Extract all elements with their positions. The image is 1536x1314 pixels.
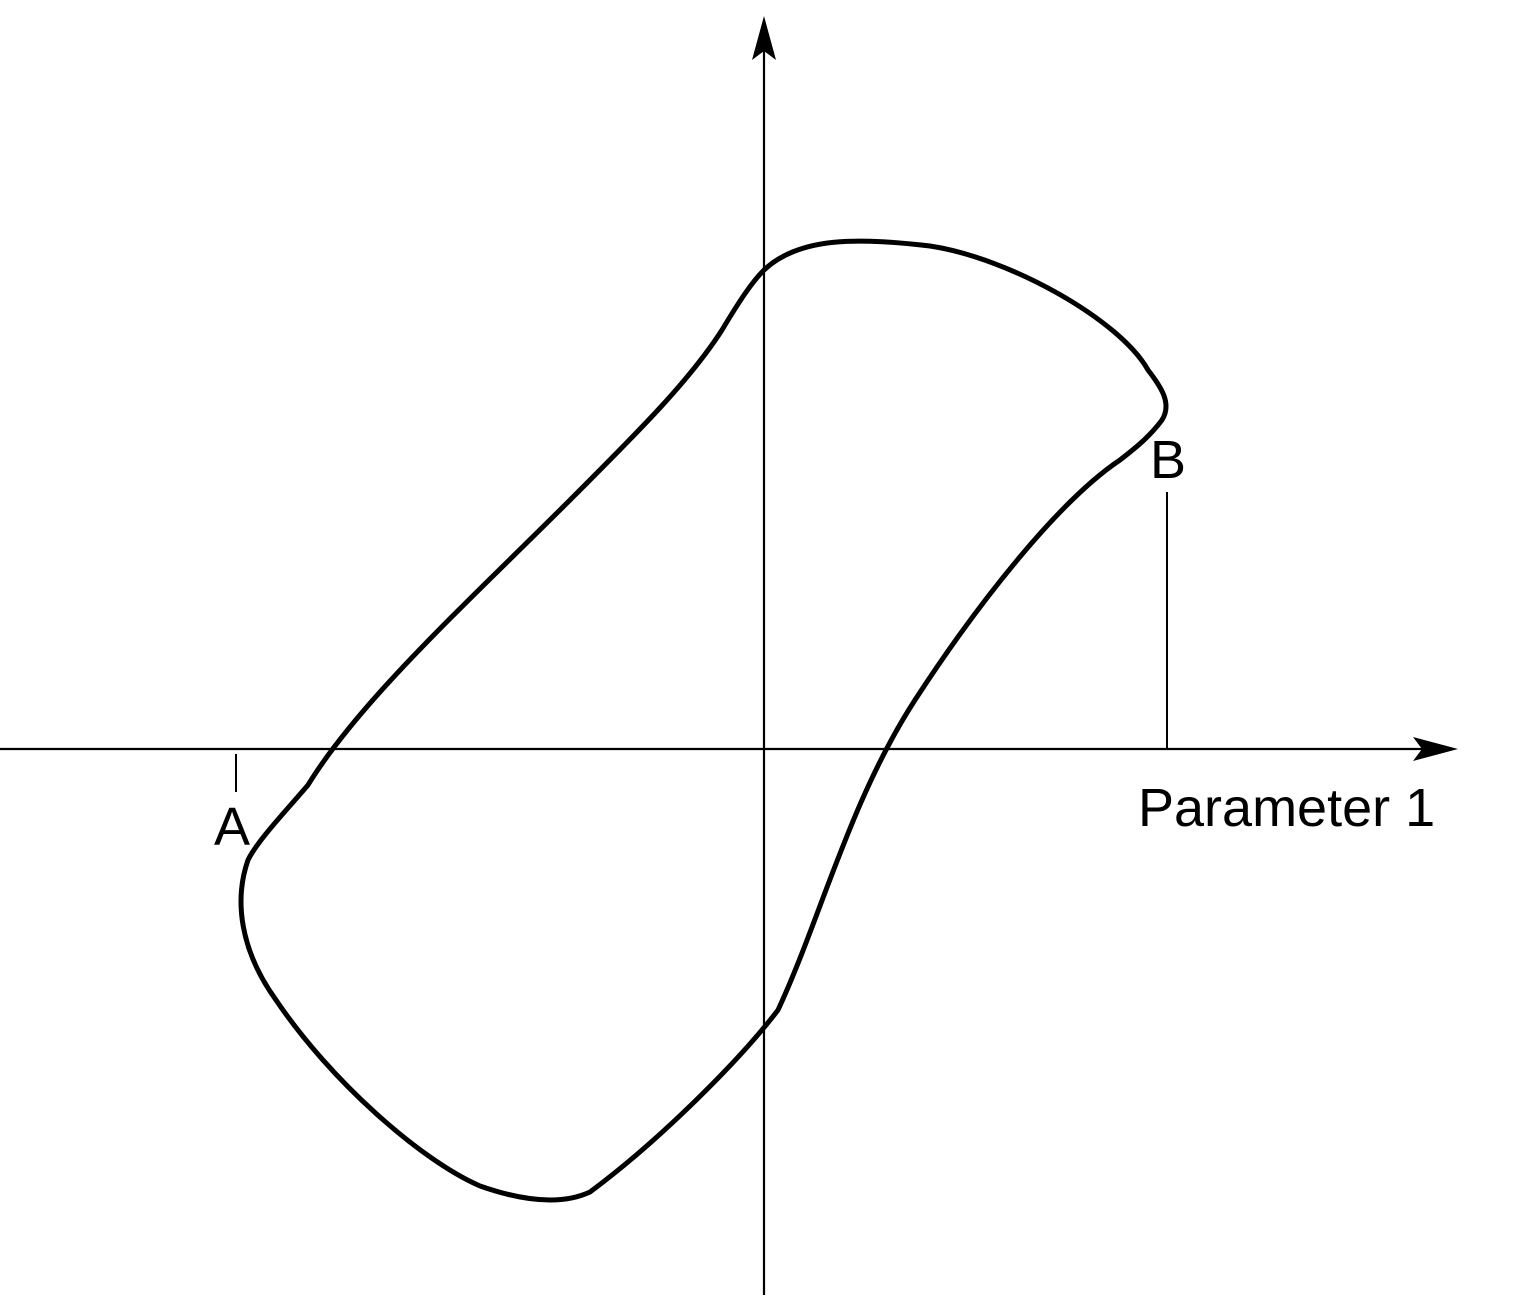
x-axis-label: Parameter 1 xyxy=(1138,778,1435,838)
point-b-label: B xyxy=(1150,430,1186,490)
x-axis-arrowhead xyxy=(1413,737,1458,761)
hysteresis-loop xyxy=(238,238,1169,1203)
y-axis-arrowhead xyxy=(752,16,776,60)
point-a-label: A xyxy=(214,797,250,857)
